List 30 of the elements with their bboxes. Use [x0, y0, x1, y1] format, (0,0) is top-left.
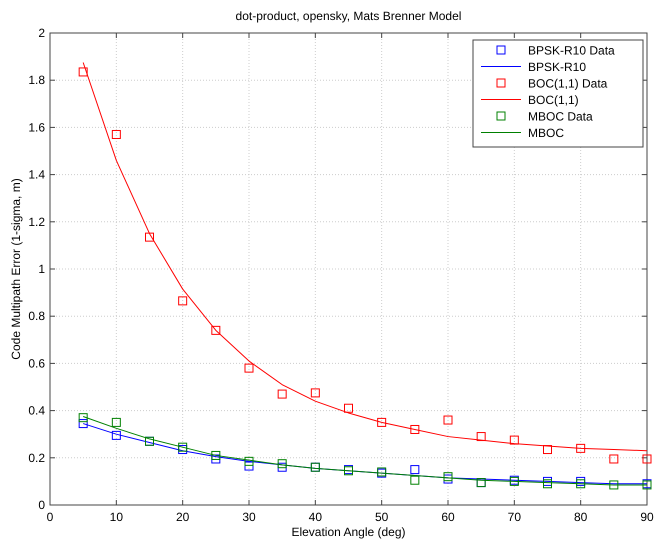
y-tick-label: 1.2 [28, 214, 46, 229]
x-tick-label: 40 [308, 510, 322, 524]
y-tick-label: 1.8 [28, 73, 46, 88]
y-tick-label: 0 [38, 498, 46, 512]
legend-label: MBOC [528, 126, 564, 140]
y-tick-label: 0.8 [28, 309, 46, 324]
legend-label: BPSK-R10 [528, 60, 586, 74]
x-axis-title: Elevation Angle (deg) [291, 525, 406, 539]
y-tick-label: 2 [38, 26, 46, 40]
legend-label: BPSK-R10 Data [528, 44, 616, 58]
x-tick-label: 60 [441, 510, 455, 524]
y-tick-label: 1.4 [28, 168, 46, 182]
x-tick-label: 20 [176, 510, 190, 524]
y-axis-title: Code Multipath Error (1-sigma, m) [9, 178, 23, 360]
y-tick-label: 1 [38, 262, 46, 276]
x-tick-label: 0 [46, 510, 54, 524]
y-tick-label: 0.2 [28, 450, 46, 465]
x-tick-label: 30 [242, 510, 256, 524]
x-tick-label: 70 [508, 510, 522, 524]
legend-label: BOC(1,1) Data [528, 76, 608, 90]
y-tick-label: 1.6 [28, 120, 46, 134]
x-tick-label: 90 [640, 510, 654, 524]
legend-label: MBOC Data [528, 110, 594, 124]
x-tick-label: 10 [110, 510, 124, 524]
x-tick-label: 80 [574, 510, 588, 524]
y-tick-label: 0.4 [28, 404, 46, 418]
x-tick-label: 50 [374, 510, 389, 524]
chart-title: dot-product, opensky, Mats Brenner Model [236, 9, 462, 23]
y-tick-label: 0.6 [28, 356, 46, 370]
legend-label: BOC(1,1) [528, 93, 579, 107]
